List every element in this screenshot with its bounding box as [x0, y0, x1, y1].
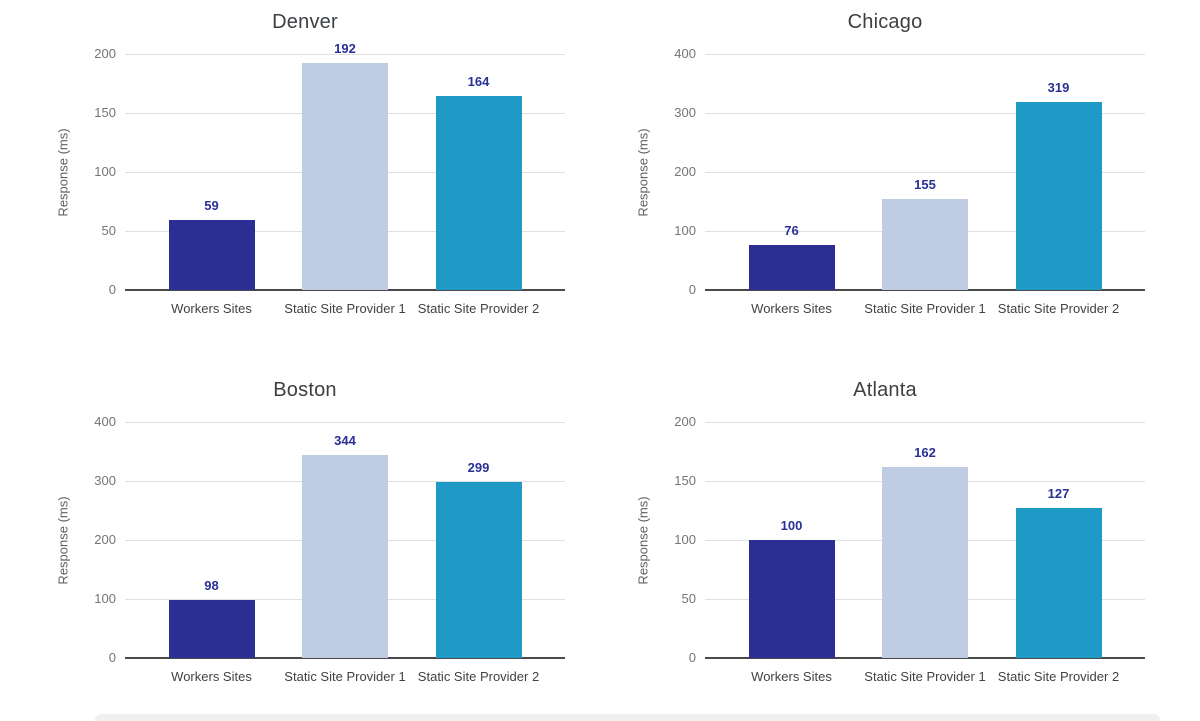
x-axis-category-label: Workers Sites [171, 301, 252, 316]
y-axis-tick-label: 200 [674, 414, 696, 429]
gridline [705, 171, 1145, 173]
plot-area: 100 Workers Sites 162 Static Site Provider … [705, 421, 1145, 684]
gridline [705, 421, 1145, 423]
y-axis-tick-label: 400 [94, 414, 116, 429]
x-axis-category-label: Static Site Provider 2 [997, 669, 1120, 684]
bar-value-label: 155 [914, 176, 936, 192]
bar-value-label: 344 [334, 433, 356, 449]
bar-value-label: 162 [914, 444, 936, 460]
plot-area: 59 Workers Sites 192 Static Site Provider 1… [125, 41, 565, 316]
x-axis-baseline [125, 657, 565, 659]
y-axis-tick-label: 100 [94, 591, 116, 606]
bar-static-site-provider-1 [302, 455, 388, 658]
y-axis-tick-label: 300 [94, 473, 116, 488]
bar-workers-sites [168, 600, 255, 658]
plot-area: 98 Workers Sites 344 Static Site Provider 1… [125, 421, 565, 684]
bar-static-site-provider-1 [302, 63, 388, 290]
bar-value-label: 127 [1047, 486, 1070, 502]
bar-workers-sites [748, 245, 835, 290]
gridline [125, 53, 565, 55]
gridline [125, 421, 565, 423]
gridline [705, 112, 1145, 114]
y-axis-tick-label: 100 [674, 532, 696, 547]
y-axis-tick-label: 200 [94, 532, 116, 547]
bar-workers-sites [748, 540, 835, 658]
chart-chicago: Chicago Response (ms) 76 Workers Sites 155 St… [620, 0, 1150, 335]
x-axis-category-label: Static Site Provider 1 [284, 301, 406, 316]
x-axis-category-label: Workers Sites [751, 301, 832, 316]
chart-title: Boston [273, 379, 337, 401]
y-axis-tick-label: 100 [94, 164, 116, 179]
y-axis-tick-label: 0 [108, 650, 116, 665]
plot-area: 76 Workers Sites 155 Static Site Provider 1… [705, 53, 1145, 316]
gridline [705, 53, 1145, 55]
y-axis-tick-label: 300 [674, 105, 696, 120]
x-axis-category-label: Static Site Provider 1 [864, 669, 986, 684]
y-axis-tick-label: 200 [94, 46, 116, 61]
y-axis-tick-label: 0 [688, 650, 696, 665]
bar-static-site-provider-2 [435, 481, 522, 658]
y-axis-tick-label: 200 [674, 164, 696, 179]
bar-value-label: 299 [467, 459, 490, 475]
x-axis-category-label: Static Site Provider 1 [864, 301, 986, 316]
bar-static-site-provider-1 [882, 466, 968, 658]
bar-static-site-provider-2 [435, 96, 522, 290]
bar-value-label: 164 [467, 74, 490, 90]
chart-title: Atlanta [853, 379, 917, 401]
bar-static-site-provider-1 [882, 198, 968, 290]
y-axis-tick-label: 50 [681, 591, 696, 606]
bar-value-label: 76 [784, 223, 799, 239]
y-axis-tick-label: 150 [674, 473, 696, 488]
chart-denver: Denver Response (ms) 59 Workers Sites 192 Sta… [40, 0, 570, 335]
y-axis-tick-label: 0 [108, 282, 116, 297]
x-axis-baseline [125, 289, 565, 291]
chart-title: Chicago [847, 11, 923, 33]
chart-boston: Boston Response (ms) 98 Workers Sites 344 Sta… [40, 368, 570, 703]
x-axis-baseline [705, 657, 1145, 659]
bar-static-site-provider-2 [1015, 101, 1102, 290]
x-axis-category-label: Static Site Provider 2 [417, 669, 540, 684]
bar-value-label: 100 [780, 518, 803, 533]
bar-static-site-provider-2 [1015, 508, 1102, 658]
bar-workers-sites [168, 220, 255, 290]
chart-title: Denver [272, 11, 338, 33]
bar-value-label: 98 [204, 578, 219, 594]
y-axis-tick-label: 50 [101, 223, 116, 238]
page-bottom-edge-strip [95, 714, 1160, 721]
bar-value-label: 59 [204, 198, 219, 214]
bar-value-label: 319 [1047, 79, 1070, 95]
y-axis-tick-label: 100 [674, 223, 696, 238]
x-axis-category-label: Static Site Provider 2 [997, 301, 1120, 316]
bar-value-label: 192 [334, 41, 356, 57]
x-axis-category-label: Static Site Provider 1 [284, 669, 406, 684]
x-axis-category-label: Workers Sites [171, 669, 252, 684]
y-axis-tick-label: 150 [94, 105, 116, 120]
chart-atlanta: Atlanta Response (ms) 100 Workers Sites 162 S… [620, 368, 1150, 703]
x-axis-category-label: Workers Sites [751, 669, 832, 684]
x-axis-category-label: Static Site Provider 2 [417, 301, 540, 316]
y-axis-tick-label: 400 [674, 46, 696, 61]
y-axis-tick-label: 0 [688, 282, 696, 297]
x-axis-baseline [705, 289, 1145, 291]
